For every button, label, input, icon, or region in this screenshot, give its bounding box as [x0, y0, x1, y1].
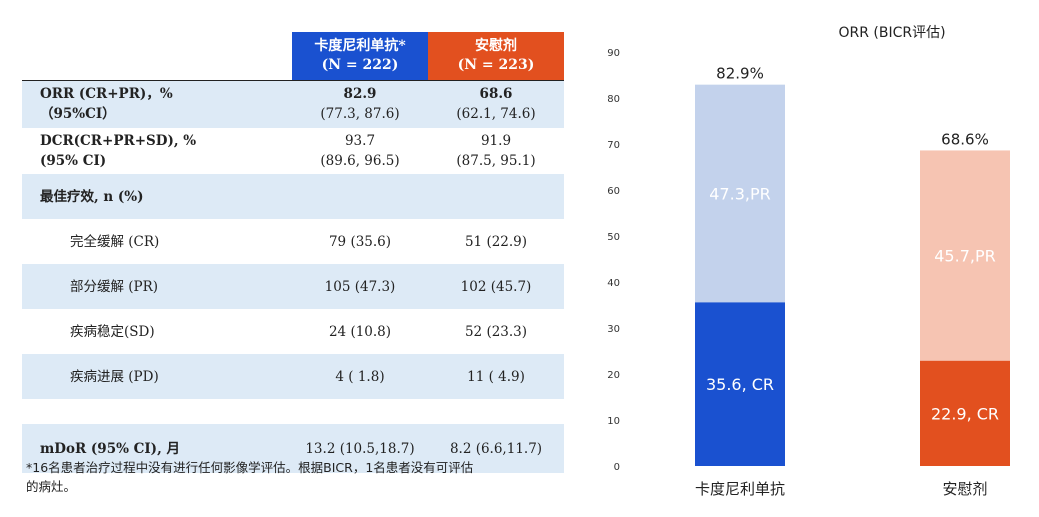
x-axis-labels: 卡度尼利单抗 安慰剂 [695, 480, 988, 498]
table-row-pr: 部分缓解 (PR) 105 (47.3) 102 (45.7) [22, 264, 564, 309]
y-axis-ticks: 0 10 20 30 40 50 60 70 80 90 [607, 48, 620, 473]
pd-placebo-value: 11 ( 4.9) [428, 354, 564, 399]
orr-placebo-ci: (62.1, 74.6) [456, 106, 536, 123]
y-tick-label: 60 [607, 186, 620, 197]
y-tick-label: 90 [607, 48, 620, 59]
orr-camrelizumab-ci: (77.3, 87.6) [320, 106, 400, 123]
cr-camrelizumab-value: 79 (35.6) [292, 219, 428, 264]
bar-label-pr-2: 45.7,PR [934, 247, 995, 266]
cr-placebo-value: 51 (22.9) [428, 219, 564, 264]
y-tick-label: 20 [607, 370, 620, 381]
bar-segment-pr-1 [695, 84, 785, 303]
row-label-dcr: DCR(CR+PR+SD), % (95% CI) [22, 128, 292, 174]
arm-camrelizumab-n: (N = 222) [321, 56, 399, 73]
x-category-label-2: 安慰剂 [942, 480, 987, 498]
table-header-row: 卡度尼利单抗* (N = 222) 安慰剂 (N = 223) [22, 32, 564, 80]
table-row-dcr: DCR(CR+PR+SD), % (95% CI) 93.7 (89.6, 96… [22, 128, 564, 174]
footnote: *16名患者治疗过程中没有进行任何影像学评估。根据BICR，1名患者没有可评估 … [26, 458, 566, 496]
row-label-sd: 疾病稳定(SD) [22, 309, 292, 354]
bar-total-label-1: 82.9% [716, 65, 764, 83]
footnote-line1: *16名患者治疗过程中没有进行任何影像学评估。根据BICR，1名患者没有可评估 [26, 460, 474, 475]
orr-camrelizumab-value: 82.9 (77.3, 87.6) [292, 80, 428, 128]
spacer-cell-1 [22, 399, 292, 424]
bar-label-cr-1: 35.6, CR [706, 375, 774, 394]
dcr-placebo-point: 91.9 [480, 133, 512, 149]
arm-placebo-header: 安慰剂 (N = 223) [428, 32, 564, 80]
y-tick-label: 80 [607, 94, 620, 105]
sd-placebo-value: 52 (23.3) [428, 309, 564, 354]
dcr-camrelizumab-ci: (89.6, 96.5) [320, 153, 400, 169]
best-response-placebo-empty [428, 174, 564, 219]
pr-placebo-value: 102 (45.7) [428, 264, 564, 309]
table-row-cr: 完全缓解 (CR) 79 (35.6) 51 (22.9) [22, 219, 564, 264]
arm-camrelizumab-header: 卡度尼利单抗* (N = 222) [292, 32, 428, 80]
x-category-label-1: 卡度尼利单抗 [695, 480, 785, 498]
orr-camrelizumab-point: 82.9 [343, 86, 377, 103]
best-response-camrelizumab-empty [292, 174, 428, 219]
orr-placebo-value: 68.6 (62.1, 74.6) [428, 80, 564, 128]
bar-total-label-2: 68.6% [941, 130, 989, 148]
dcr-placebo-value: 91.9 (87.5, 95.1) [428, 128, 564, 174]
row-label-best-response: 最佳疗效, n (%) [22, 174, 292, 219]
bars-group: 35.6, CR 47.3,PR 82.9% 22.9, CR 45.7,PR 68.6% [695, 65, 1010, 466]
mdor-placebo-value: 8.2 (6.6,11.7) [428, 424, 564, 473]
row-label-pd: 疾病进展 (PD) [22, 354, 292, 399]
sd-camrelizumab-value: 24 (10.8) [292, 309, 428, 354]
y-tick-label: 30 [607, 324, 620, 335]
table-row-best-response: 最佳疗效, n (%) [22, 174, 564, 219]
row-label-orr-line1: ORR (CR+PR)，% [40, 86, 173, 103]
orr-placebo-point: 68.6 [479, 86, 513, 103]
row-label-cr: 完全缓解 (CR) [22, 219, 292, 264]
bar-segment-cr-1 [695, 302, 785, 466]
row-label-orr-line2: （95%CI） [40, 106, 116, 123]
row-label-orr: ORR (CR+PR)，% （95%CI） [22, 80, 292, 128]
row-label-dcr-line1: DCR(CR+PR+SD), % [40, 133, 197, 149]
table-spacer-row [22, 399, 564, 424]
row-label-pr: 部分缓解 (PR) [22, 264, 292, 309]
y-tick-label: 50 [607, 232, 620, 243]
bar-segment-cr-2 [920, 360, 1010, 466]
y-tick-label: 40 [607, 278, 620, 289]
arm-placebo-name: 安慰剂 [475, 37, 517, 54]
header-blank-cell [22, 32, 292, 80]
row-label-mdor: mDoR (95% CI), 月 [22, 424, 292, 473]
y-tick-label: 10 [607, 416, 620, 427]
dcr-camrelizumab-value: 93.7 (89.6, 96.5) [292, 128, 428, 174]
spacer-cell-3 [428, 399, 564, 424]
spacer-cell-2 [292, 399, 428, 424]
arm-camrelizumab-name: 卡度尼利单抗* [314, 37, 406, 54]
table-row-sd: 疾病稳定(SD) 24 (10.8) 52 (23.3) [22, 309, 564, 354]
orr-stacked-bar-chart: ORR (BICR评估) 0 10 20 30 40 50 60 70 80 90 35.6, C… [607, 25, 1010, 498]
y-tick-label: 70 [607, 140, 620, 151]
results-table: 卡度尼利单抗* (N = 222) 安慰剂 (N = 223) ORR (CR+… [22, 32, 564, 473]
mdor-camrelizumab-value: 13.2 (10.5,18.7) [292, 424, 428, 473]
row-label-dcr-line2: (95% CI) [40, 153, 107, 169]
dcr-placebo-ci: (87.5, 95.1) [456, 153, 536, 169]
bar-label-pr-1: 47.3,PR [709, 184, 770, 203]
y-tick-label: 0 [614, 462, 620, 473]
bar-segment-pr-2 [920, 150, 1010, 361]
table-row-mdor: mDoR (95% CI), 月 13.2 (10.5,18.7) 8.2 (6… [22, 424, 564, 473]
table-row-pd: 疾病进展 (PD) 4 ( 1.8) 11 ( 4.9) [22, 354, 564, 399]
bar-label-cr-2: 22.9, CR [931, 404, 999, 423]
dcr-camrelizumab-point: 93.7 [344, 133, 376, 149]
arm-placebo-n: (N = 223) [457, 56, 535, 73]
footnote-line2: 的病灶。 [26, 479, 77, 494]
pr-camrelizumab-value: 105 (47.3) [292, 264, 428, 309]
pd-camrelizumab-value: 4 ( 1.8) [292, 354, 428, 399]
table-row-orr: ORR (CR+PR)，% （95%CI） 82.9 (77.3, 87.6) … [22, 80, 564, 128]
chart-title: ORR (BICR评估) [838, 25, 945, 41]
